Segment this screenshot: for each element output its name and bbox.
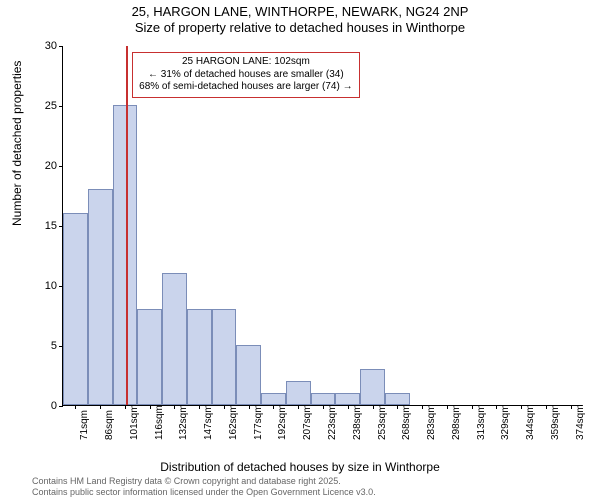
x-tick-label: 344sqm [525,404,536,440]
footer-line-2: Contains public sector information licen… [32,487,376,498]
marker-line [126,46,128,405]
y-tick-mark [59,166,63,167]
x-tick-label: 329sqm [500,404,511,440]
title-line-1: 25, HARGON LANE, WINTHORPE, NEWARK, NG24… [0,4,600,20]
x-tick-mark [224,405,225,409]
x-tick-label: 177sqm [253,404,264,440]
x-tick-label: 268sqm [401,404,412,440]
x-tick-label: 116sqm [154,405,165,440]
bar [360,369,385,405]
x-tick-label: 283sqm [426,404,437,440]
bar [236,345,261,405]
x-tick-mark [100,405,101,409]
bar [63,213,88,405]
bar [385,393,410,405]
chart-container: 25, HARGON LANE, WINTHORPE, NEWARK, NG24… [0,0,600,500]
footer-line-1: Contains HM Land Registry data © Crown c… [32,476,376,487]
x-tick-mark [249,405,250,409]
bar [88,189,113,405]
x-tick-label: 359sqm [550,404,561,440]
y-tick-mark [59,46,63,47]
x-tick-label: 238sqm [352,404,363,440]
x-tick-label: 298sqm [451,404,462,440]
y-tick-mark [59,406,63,407]
y-tick-label: 15 [29,220,57,232]
bar [286,381,311,405]
plot-area: 05101520253071sqm86sqm101sqm116sqm132sqm… [62,46,582,406]
y-tick-label: 20 [29,160,57,172]
info-line-2: ← 31% of detached houses are smaller (34… [139,69,352,82]
x-tick-label: 147sqm [203,404,214,440]
footer-attribution: Contains HM Land Registry data © Crown c… [32,476,376,498]
x-tick-mark [348,405,349,409]
x-tick-mark [199,405,200,409]
x-tick-mark [75,405,76,409]
info-line-3: 68% of semi-detached houses are larger (… [139,81,352,94]
y-tick-label: 30 [29,40,57,52]
bar [261,393,286,405]
x-tick-label: 192sqm [277,404,288,440]
x-axis-label: Distribution of detached houses by size … [0,460,600,474]
y-axis-label: Number of detached properties [10,61,24,226]
title-line-2: Size of property relative to detached ho… [0,20,600,36]
x-tick-mark [496,405,497,409]
x-tick-mark [546,405,547,409]
x-tick-label: 207sqm [302,404,313,440]
bar [162,273,187,405]
chart-title: 25, HARGON LANE, WINTHORPE, NEWARK, NG24… [0,4,600,37]
y-tick-label: 10 [29,280,57,292]
x-tick-mark [422,405,423,409]
x-tick-mark [571,405,572,409]
x-tick-label: 132sqm [178,404,189,440]
x-tick-mark [373,405,374,409]
x-tick-label: 253sqm [377,404,388,440]
x-tick-mark [323,405,324,409]
x-tick-mark [174,405,175,409]
y-tick-label: 5 [29,340,57,352]
x-tick-mark [298,405,299,409]
x-tick-label: 162sqm [228,404,239,440]
x-tick-mark [150,405,151,409]
bar [137,309,162,405]
bar [113,105,138,405]
bar [311,393,336,405]
x-tick-label: 223sqm [327,404,338,440]
bar [335,393,360,405]
x-tick-label: 101sqm [129,404,140,440]
x-tick-label: 374sqm [575,404,586,440]
bar [187,309,212,405]
y-tick-label: 0 [29,400,57,412]
y-tick-label: 25 [29,100,57,112]
x-tick-label: 313sqm [476,404,487,440]
x-tick-label: 71sqm [79,410,90,440]
x-tick-mark [273,405,274,409]
x-tick-mark [397,405,398,409]
x-tick-mark [447,405,448,409]
info-line-1: 25 HARGON LANE: 102sqm [139,56,352,69]
y-tick-mark [59,106,63,107]
x-tick-mark [125,405,126,409]
x-tick-mark [472,405,473,409]
bar [212,309,237,405]
x-tick-label: 86sqm [104,410,115,440]
info-box: 25 HARGON LANE: 102sqm ← 31% of detached… [132,52,359,98]
x-tick-mark [521,405,522,409]
